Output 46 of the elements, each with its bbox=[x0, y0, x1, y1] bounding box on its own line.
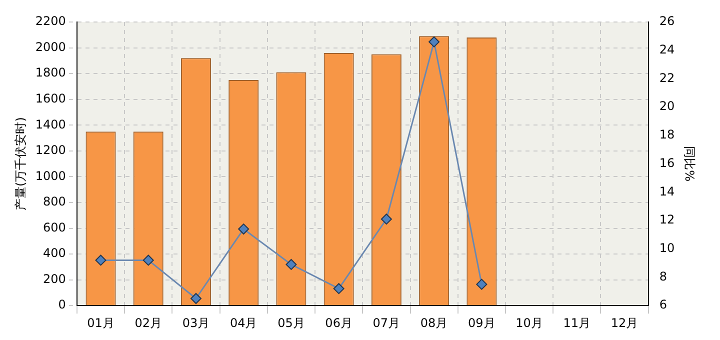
point bbox=[286, 258, 297, 270]
y2-tick-label: 12 bbox=[659, 212, 675, 227]
y2-tick-label: 8 bbox=[659, 269, 667, 284]
y-tick-label: 600 bbox=[43, 220, 66, 234]
x-tick-label: 09月 bbox=[468, 316, 496, 330]
x-tick-label: 11月 bbox=[563, 316, 591, 330]
y-tick-label: 1000 bbox=[35, 168, 66, 183]
y2-tick-label: 14 bbox=[659, 184, 675, 198]
point bbox=[428, 36, 440, 48]
y-tick-label: 1800 bbox=[35, 66, 66, 80]
y-tick-label: 400 bbox=[43, 246, 66, 260]
y2-tick-label: 26 bbox=[659, 14, 675, 28]
y2-axis-title: 同比% bbox=[682, 146, 697, 182]
x-tick-label: 07月 bbox=[372, 316, 400, 330]
y2-tick-label: 18 bbox=[659, 128, 675, 142]
x-tick-label: 05月 bbox=[278, 316, 305, 330]
y2-tick-label: 6 bbox=[659, 298, 667, 312]
y-tick-label: 1600 bbox=[35, 91, 66, 106]
x-tick-label: 12月 bbox=[610, 316, 638, 330]
point bbox=[476, 278, 488, 290]
y2-tick-label: 24 bbox=[659, 42, 675, 56]
x-tick-label: 04月 bbox=[230, 316, 258, 330]
point bbox=[190, 293, 202, 304]
y2-tick-label: 20 bbox=[659, 99, 675, 114]
x-tick-label: 06月 bbox=[325, 316, 352, 330]
x-tick-label: 01月 bbox=[87, 316, 114, 330]
x-tick-label: 03月 bbox=[182, 316, 210, 330]
x-tick-label: 10月 bbox=[516, 316, 543, 330]
y-tick-label: 200 bbox=[43, 272, 66, 286]
y-tick-label: 1400 bbox=[35, 117, 66, 132]
point bbox=[142, 254, 154, 266]
x-tick-label: 08月 bbox=[420, 316, 448, 330]
y-tick-label: 2200 bbox=[35, 14, 66, 28]
point bbox=[380, 214, 392, 225]
y-tick-label: 1200 bbox=[35, 143, 66, 158]
y2-tick-label: 16 bbox=[659, 156, 675, 170]
y-tick-label: 2000 bbox=[35, 40, 66, 54]
point bbox=[238, 224, 250, 235]
y-tick-label: 0 bbox=[58, 298, 66, 312]
y2-tick-label: 22 bbox=[659, 70, 675, 85]
point bbox=[333, 283, 344, 294]
point bbox=[95, 254, 106, 266]
y-axis-title: 产量(万千伏安时) bbox=[13, 117, 28, 210]
x-tick-label: 02月 bbox=[134, 316, 162, 330]
y2-tick-label: 10 bbox=[659, 241, 675, 256]
y-tick-label: 800 bbox=[43, 194, 66, 209]
